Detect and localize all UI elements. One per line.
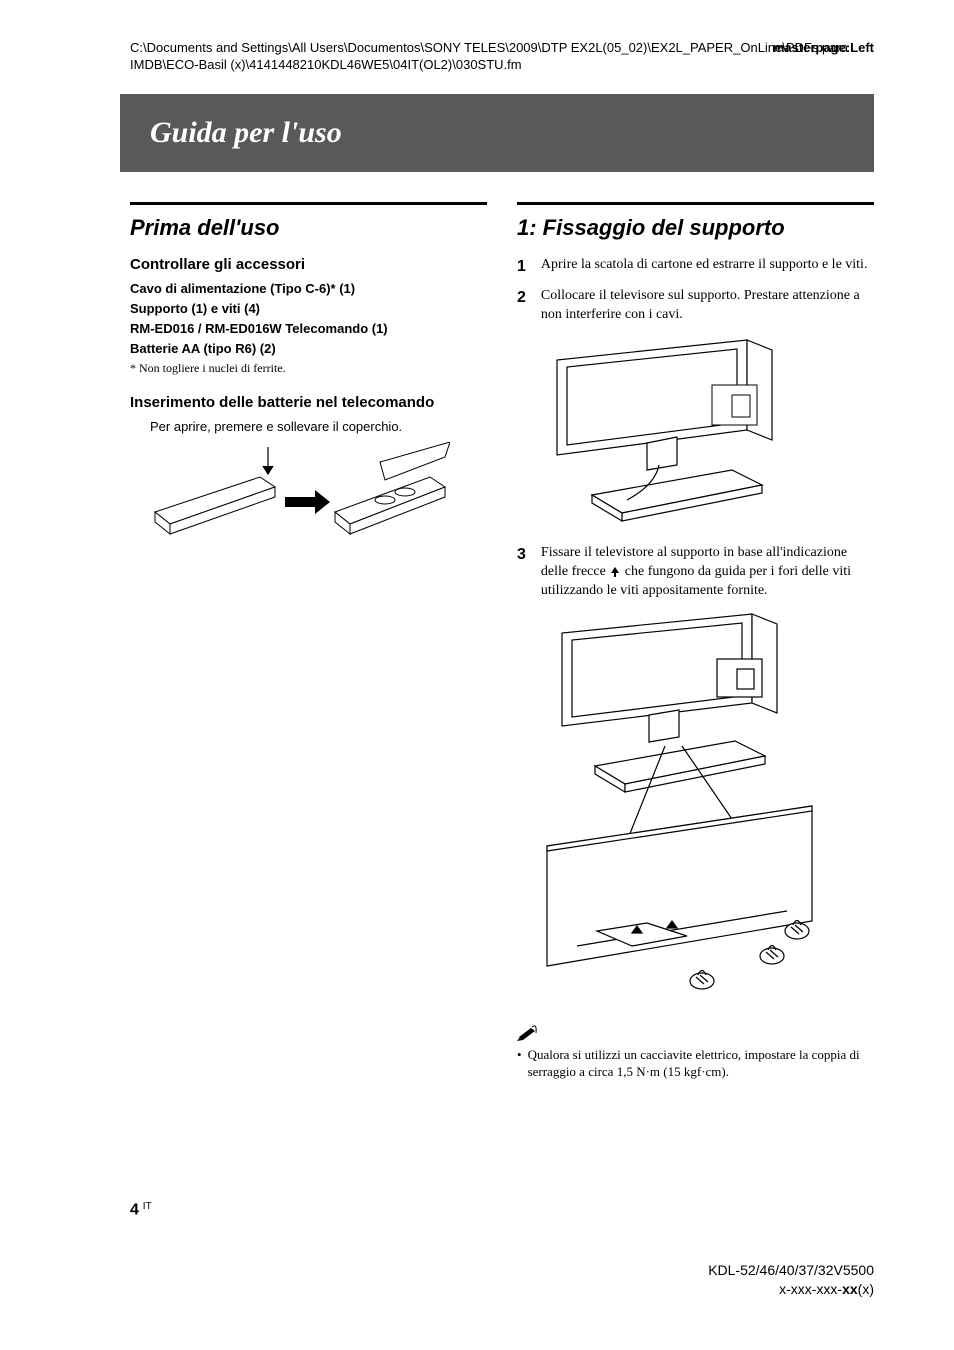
accessories-heading: Controllare gli accessori: [130, 256, 487, 273]
step-number: 1: [517, 256, 526, 278]
file-path: C:\Documents and Settings\All Users\Docu…: [130, 40, 874, 74]
tv-svg-2: [537, 611, 827, 1006]
section-title-right: 1: Fissaggio del supporto: [517, 215, 874, 241]
step-row: 1 Aprire la scatola di cartone ed estrar…: [517, 256, 874, 278]
accessory-item: Supporto (1) e viti (4): [130, 301, 487, 316]
step-number: 3: [517, 544, 526, 601]
step-row: 3 Fissare il televistore al supporto in …: [517, 544, 874, 601]
step-text: Collocare il televisore sul supporto. Pr…: [541, 287, 874, 325]
title-band: Guida per l'uso: [120, 94, 874, 172]
accessory-item: RM-ED016 / RM-ED016W Telecomando (1): [130, 321, 487, 336]
footer-code-a: x-xxx-xxx-: [779, 1281, 842, 1297]
battery-heading: Inserimento delle batterie nel telecoman…: [130, 394, 487, 411]
footnote: * Non togliere i nuclei di ferrite.: [130, 361, 487, 376]
accessory-item: Cavo di alimentazione (Tipo C-6)* (1): [130, 281, 487, 296]
step-number: 2: [517, 287, 526, 325]
page-lang: IT: [143, 1201, 152, 1212]
masterpage-label: masterpage:Left: [773, 40, 874, 55]
section-title-left: Prima dell'uso: [130, 215, 487, 241]
step-text: Aprire la scatola di cartone ed estrarre…: [541, 256, 868, 278]
footer-model: KDL-52/46/40/37/32V5500: [708, 1261, 874, 1281]
section-rule: [517, 202, 874, 205]
content-columns: Prima dell'uso Controllare gli accessori…: [130, 202, 874, 1081]
page-num-value: 4: [130, 1202, 139, 1219]
tv-svg-1: [537, 335, 812, 525]
bullet-dot: •: [517, 1046, 522, 1081]
note-text: Qualora si utilizzi un cacciavite elettr…: [528, 1046, 874, 1081]
right-column: 1: Fissaggio del supporto 1 Aprire la sc…: [517, 202, 874, 1081]
tv-figure-1: [537, 335, 874, 530]
remote-svg: [150, 442, 450, 542]
left-column: Prima dell'uso Controllare gli accessori…: [130, 202, 487, 1081]
footer-code: x-xxx-xxx-xx(x): [708, 1280, 874, 1300]
footer-code-c: (x): [858, 1281, 874, 1297]
tv-figure-2: [537, 611, 874, 1011]
figure-caption: Per aprire, premere e sollevare il coper…: [150, 419, 487, 434]
note-bullet: • Qualora si utilizzi un cacciavite elet…: [517, 1046, 874, 1081]
accessory-item: Batterie AA (tipo R6) (2): [130, 341, 487, 356]
note-icon: [517, 1025, 874, 1046]
step-text: Fissare il televistore al supporto in ba…: [541, 544, 874, 601]
step-row: 2 Collocare il televisore sul supporto. …: [517, 287, 874, 325]
footer: KDL-52/46/40/37/32V5500 x-xxx-xxx-xx(x): [708, 1261, 874, 1300]
page-number: 4 IT: [130, 1201, 152, 1220]
arrow-up-icon: [609, 566, 621, 578]
remote-figure: [150, 442, 487, 547]
section-rule: [130, 202, 487, 205]
page-title: Guida per l'uso: [150, 116, 844, 150]
footer-code-b: xx: [842, 1281, 858, 1297]
